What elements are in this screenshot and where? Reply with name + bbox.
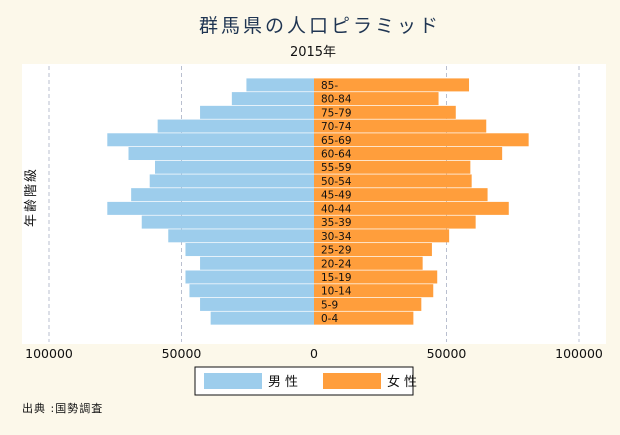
age-label: 65-69 [321, 135, 352, 147]
bar-male [185, 270, 314, 284]
bar-female [314, 119, 487, 133]
bars [107, 78, 529, 325]
age-label: 70-74 [321, 121, 352, 133]
bar-male [200, 256, 314, 270]
age-label: 0-4 [321, 313, 338, 325]
x-tick-label: 50000 [162, 346, 202, 361]
bar-male [128, 147, 314, 160]
age-label: 30-34 [321, 231, 352, 243]
age-label: 50-54 [321, 176, 352, 188]
bar-male [149, 174, 314, 188]
x-tick-label: 0 [310, 346, 318, 361]
age-label: 20-24 [321, 258, 352, 270]
source-note: 出典 :国勢調査 [22, 401, 103, 415]
bar-female [314, 284, 434, 298]
bar-male [131, 188, 314, 202]
age-label: 85- [321, 80, 338, 92]
bar-female [314, 147, 503, 160]
y-axis-label: 年齢階級 [24, 167, 39, 227]
bar-male [246, 78, 314, 92]
bar-male [200, 297, 314, 311]
legend: 男性 女性 [194, 366, 421, 396]
age-label: 10-14 [321, 286, 352, 298]
bar-male [155, 160, 314, 174]
bar-female [314, 311, 414, 325]
bar-female [314, 78, 470, 92]
bar-female [314, 243, 432, 257]
bar-male [189, 284, 314, 298]
bar-male [185, 243, 314, 257]
age-label: 60-64 [321, 149, 352, 161]
age-label: 55-59 [321, 162, 352, 174]
bar-male [107, 201, 314, 215]
age-label: 80-84 [321, 94, 352, 106]
bar-female [314, 92, 439, 106]
age-label: 35-39 [321, 217, 352, 229]
bar-female [314, 256, 423, 270]
age-label: 15-19 [321, 272, 352, 284]
age-label: 5-9 [321, 299, 338, 311]
age-label: 40-44 [321, 203, 352, 215]
chart-subtitle: 2015年 [290, 45, 336, 60]
bar-male [157, 119, 314, 133]
legend-swatch-male [204, 373, 262, 389]
bar-male [141, 215, 314, 229]
bar-male [168, 229, 314, 243]
bar-female [314, 133, 529, 147]
x-tick-labels: 100000 50000 0 50000 100000 [25, 346, 603, 361]
bar-female [314, 201, 509, 215]
legend-swatch-female [323, 373, 381, 389]
age-label: 25-29 [321, 245, 352, 257]
age-label: 75-79 [321, 107, 352, 119]
bar-female [314, 270, 438, 284]
bar-male [210, 311, 314, 325]
legend-label-male: 男性 [268, 375, 302, 390]
age-label: 45-49 [321, 190, 352, 202]
x-tick-label: 50000 [427, 346, 467, 361]
chart-title: 群馬県の人口ピラミッド [199, 15, 441, 37]
bar-female [314, 160, 471, 174]
bar-female [314, 105, 456, 119]
bar-female [314, 229, 450, 243]
x-tick-label: 100000 [555, 346, 603, 361]
bar-male [231, 92, 314, 106]
bar-female [314, 297, 422, 311]
bar-male [200, 105, 314, 119]
bar-male [107, 133, 314, 147]
bar-female [314, 174, 472, 188]
bar-female [314, 188, 488, 202]
bar-female [314, 215, 476, 229]
legend-label-female: 女性 [387, 374, 421, 390]
x-tick-label: 100000 [25, 346, 73, 361]
